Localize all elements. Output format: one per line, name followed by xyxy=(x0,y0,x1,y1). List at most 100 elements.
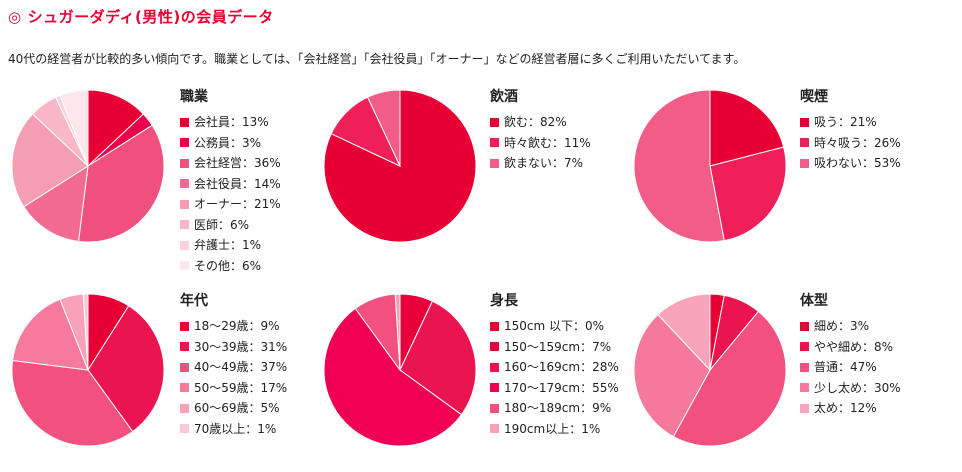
smoking-slice-時々吸う xyxy=(709,146,787,242)
height-legend-label: 190cm以上：1% xyxy=(504,421,601,436)
smoking-legend-item: 時々吸う：26% xyxy=(800,133,901,154)
occupation-legend-swatch xyxy=(180,199,189,209)
body-title: 体型 xyxy=(800,293,828,309)
occupation-slice-会社経営 xyxy=(77,124,165,243)
height-legend-swatch xyxy=(490,424,499,434)
body-legend-label: 少し太め：30% xyxy=(814,380,901,395)
age-chart-panel: 年代 18〜29歳：9% 30〜39歳：31% 40〜49歳：37% 50〜59歳：1… xyxy=(10,292,310,472)
age-legend-item: 50〜59歳：17% xyxy=(180,378,287,399)
occupation-legend-swatch xyxy=(180,261,189,271)
occupation-legend-swatch xyxy=(180,158,189,168)
drinking-legend-label: 飲む：82% xyxy=(504,115,567,129)
height-legend: 身長 150cm 以下：0% 150〜159cm：7% 160〜169cm：28% 1… xyxy=(490,292,619,439)
age-legend-item: 18〜29歳：9% xyxy=(180,316,287,337)
drinking-legend-item: 時々飲む：11% xyxy=(490,133,591,154)
body-legend-swatch xyxy=(800,362,809,372)
age-legend-label: 30〜39歳：31% xyxy=(194,339,288,354)
smoking-slice-吸う xyxy=(709,89,785,167)
occupation-legend-label: 医師：6% xyxy=(194,217,250,232)
age-legend-swatch xyxy=(180,321,189,331)
age-pie-chart xyxy=(11,293,165,447)
occupation-legend-swatch xyxy=(180,220,189,230)
occupation-legend-label: その他：6% xyxy=(194,258,262,273)
smoking-title: 喫煙 xyxy=(800,89,828,105)
smoking-slice-吸わない xyxy=(633,89,725,243)
age-legend-swatch xyxy=(180,342,189,352)
age-legend-list: 18〜29歳：9% 30〜39歳：31% 40〜49歳：37% 50〜59歳：17% 6… xyxy=(180,316,287,439)
occupation-legend-label: 会社役員：14% xyxy=(194,176,281,191)
height-legend-item: 170〜179cm：55% xyxy=(490,378,619,399)
drinking-legend-swatch xyxy=(490,117,499,127)
smoking-legend-item: 吸わない：53% xyxy=(800,153,901,174)
height-slice-170〜179cm xyxy=(323,307,463,447)
smoking-legend-swatch xyxy=(800,158,809,168)
drinking-legend: 飲酒 飲む：82% 時々飲む：11% 飲まない：7% xyxy=(490,88,591,174)
age-legend-swatch xyxy=(180,424,189,434)
age-legend-label: 70歳以上：1% xyxy=(194,421,277,436)
drinking-legend-item: 飲まない：7% xyxy=(490,153,591,174)
age-legend-item: 60〜69歳：5% xyxy=(180,398,287,419)
age-legend-label: 50〜59歳：17% xyxy=(194,380,288,395)
occupation-legend-item: 会社役員：14% xyxy=(180,174,281,195)
occupation-legend-label: 会社経営：36% xyxy=(194,156,281,170)
body-pie-chart xyxy=(633,293,787,447)
occupation-legend-item: オーナー：21% xyxy=(180,194,281,215)
occupation-slice-その他 xyxy=(59,89,89,167)
occupation-legend-label: オーナー：21% xyxy=(194,197,281,211)
body-legend-swatch xyxy=(800,321,809,331)
occupation-slice-オーナー xyxy=(11,113,89,208)
smoking-legend: 喫煙 吸う：21% 時々吸う：26% 吸わない：53% xyxy=(800,88,901,174)
smoking-legend-swatch xyxy=(800,117,809,127)
drinking-legend-list: 飲む：82% 時々飲む：11% 飲まない：7% xyxy=(490,112,591,174)
double-circle-icon: ◎ xyxy=(8,8,22,26)
height-legend-item: 150cm 以下：0% xyxy=(490,316,619,337)
body-legend-item: 少し太め：30% xyxy=(800,378,901,399)
age-legend-swatch xyxy=(180,403,189,413)
smoking-legend-label: 吸わない：53% xyxy=(814,156,901,170)
height-legend-swatch xyxy=(490,383,499,393)
height-legend-label: 180〜189cm：9% xyxy=(504,401,612,415)
age-slice-40〜49歳 xyxy=(11,359,134,447)
occupation-legend-swatch xyxy=(180,179,189,189)
occupation-legend-item: 会社経営：36% xyxy=(180,153,281,174)
height-slice-190cm以上 xyxy=(394,293,401,371)
body-legend-swatch xyxy=(800,342,809,352)
age-slice-50〜59歳 xyxy=(12,298,89,371)
drinking-pie-chart xyxy=(323,89,477,243)
occupation-legend-swatch xyxy=(180,117,189,127)
drinking-legend-label: 時々飲む：11% xyxy=(504,135,591,150)
age-legend: 年代 18〜29歳：9% 30〜39歳：31% 40〜49歳：37% 50〜59歳：1… xyxy=(180,292,287,439)
occupation-legend: 職業 会社員：13% 公務員：3% 会社経営：36% 会社役員：14% オーナー：21%… xyxy=(180,88,281,276)
occupation-legend-swatch xyxy=(180,240,189,250)
occupation-slice-会社役員 xyxy=(23,165,89,242)
height-legend-item: 180〜189cm：9% xyxy=(490,398,619,419)
drinking-slice-飲まない xyxy=(366,89,401,167)
occupation-chart-panel: 職業 会社員：13% 公務員：3% 会社経営：36% 会社役員：14% オーナー：21%… xyxy=(10,88,310,273)
drinking-legend-label: 飲まない：7% xyxy=(504,156,584,170)
occupation-legend-label: 会社員：13% xyxy=(194,115,269,129)
height-legend-swatch xyxy=(490,342,499,352)
drinking-legend-swatch xyxy=(490,158,499,168)
occupation-pie-chart xyxy=(11,89,165,243)
height-legend-swatch xyxy=(490,321,499,331)
body-legend-label: 細め：3% xyxy=(814,319,870,333)
age-legend-item: 40〜49歳：37% xyxy=(180,357,287,378)
drinking-title: 飲酒 xyxy=(490,89,518,105)
age-legend-label: 60〜69歳：5% xyxy=(194,401,280,415)
height-legend-swatch xyxy=(490,362,499,372)
height-legend-item: 160〜169cm：28% xyxy=(490,357,619,378)
height-legend-label: 170〜179cm：55% xyxy=(504,380,619,395)
occupation-legend-swatch xyxy=(180,138,189,148)
occupation-legend-label: 公務員：3% xyxy=(194,135,262,150)
smoking-legend-label: 時々吸う：26% xyxy=(814,135,901,150)
body-legend-item: やや細め：8% xyxy=(800,337,901,358)
body-legend-swatch xyxy=(800,403,809,413)
age-slice-30〜39歳 xyxy=(87,305,165,433)
body-slice-少し太め xyxy=(633,313,711,438)
height-legend-label: 150cm 以下：0% xyxy=(504,319,605,333)
body-slice-普通 xyxy=(672,310,787,447)
height-legend-label: 150〜159cm：7% xyxy=(504,339,612,354)
body-chart-panel: 体型 細め：3% やや細め：8% 普通：47% 少し太め：30% 太め：12% xyxy=(632,292,932,472)
occupation-legend-list: 会社員：13% 公務員：3% 会社経営：36% 会社役員：14% オーナー：21% 医師：… xyxy=(180,112,281,276)
age-legend-swatch xyxy=(180,362,189,372)
